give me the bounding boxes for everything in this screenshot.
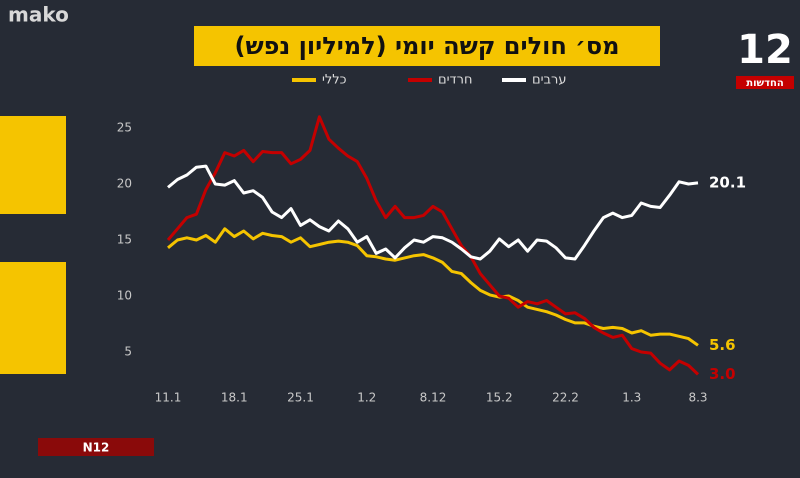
y-tick-label: 15 <box>117 233 132 247</box>
channel-sub: החדשות <box>746 78 783 89</box>
legend-label: ערבים <box>532 73 567 88</box>
x-tick-label: 18.1 <box>221 391 248 405</box>
title-box <box>194 26 660 66</box>
brand-logo: mako <box>8 3 69 27</box>
x-tick-label: 22.2 <box>552 391 579 405</box>
x-tick-label: 1.2 <box>357 391 376 405</box>
channel-logo: 12 <box>737 27 793 73</box>
chart-title: מס׳ חולים קשה יומי (למיליון נפש) <box>234 32 619 60</box>
legend-label: כללי <box>322 73 347 88</box>
y-tick-label: 5 <box>124 345 132 359</box>
legend-label: חרדים <box>438 73 472 88</box>
x-tick-label: 25.1 <box>287 391 314 405</box>
series-line <box>167 164 699 261</box>
x-tick-label: 11.1 <box>155 391 182 405</box>
x-tick-label: 1.3 <box>622 391 641 405</box>
deco-block <box>0 262 66 374</box>
x-tick-label: 15.2 <box>486 391 513 405</box>
x-tick-label: 8.3 <box>688 391 707 405</box>
series-line <box>167 227 699 347</box>
end-value-label: 3.0 <box>709 365 736 383</box>
footer-bar <box>38 438 154 456</box>
deco-block <box>0 116 66 214</box>
end-value-label: 5.6 <box>709 336 736 354</box>
x-tick-label: 8.12 <box>420 391 447 405</box>
footer-logo: N12 <box>83 441 110 455</box>
y-tick-label: 20 <box>117 177 132 191</box>
end-value-label: 20.1 <box>709 173 746 191</box>
y-tick-label: 10 <box>117 289 132 303</box>
y-tick-label: 25 <box>117 121 132 135</box>
series-line <box>166 115 700 376</box>
channel-bar <box>736 76 794 89</box>
